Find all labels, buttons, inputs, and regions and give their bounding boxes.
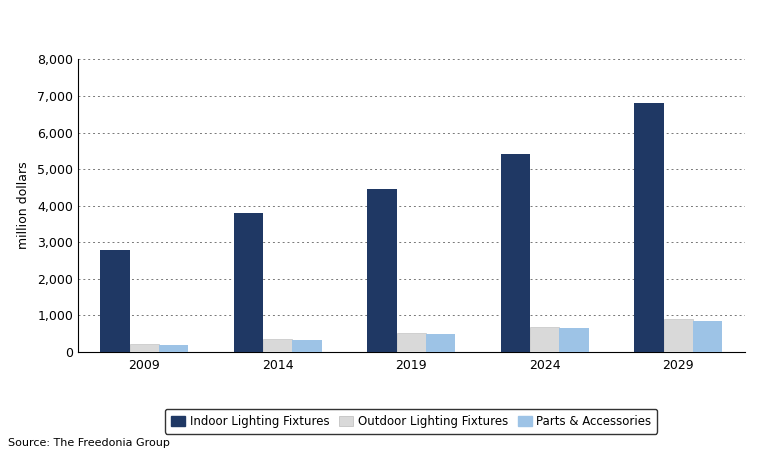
Y-axis label: million dollars: million dollars: [18, 162, 30, 250]
Text: Source: The Freedonia Group: Source: The Freedonia Group: [8, 438, 170, 448]
Bar: [130, 344, 159, 352]
Bar: [263, 339, 293, 352]
Bar: [234, 213, 263, 352]
Bar: [501, 154, 530, 352]
Bar: [559, 328, 589, 352]
Bar: [100, 250, 130, 352]
Bar: [367, 189, 397, 352]
Bar: [663, 319, 693, 352]
Bar: [634, 103, 663, 352]
Bar: [426, 335, 456, 352]
Bar: [159, 345, 189, 352]
Bar: [397, 333, 426, 352]
Legend: Indoor Lighting Fixtures, Outdoor Lighting Fixtures, Parts & Accessories: Indoor Lighting Fixtures, Outdoor Lighti…: [165, 409, 657, 434]
Text: Figure 3-2 | Residential Lighting Fixture Demand by Product, 2009 – 2029 (millio: Figure 3-2 | Residential Lighting Fixtur…: [8, 15, 605, 28]
Bar: [293, 340, 322, 352]
Bar: [530, 327, 559, 352]
Text: Freedonia: Freedonia: [603, 35, 677, 48]
Bar: [693, 321, 722, 352]
